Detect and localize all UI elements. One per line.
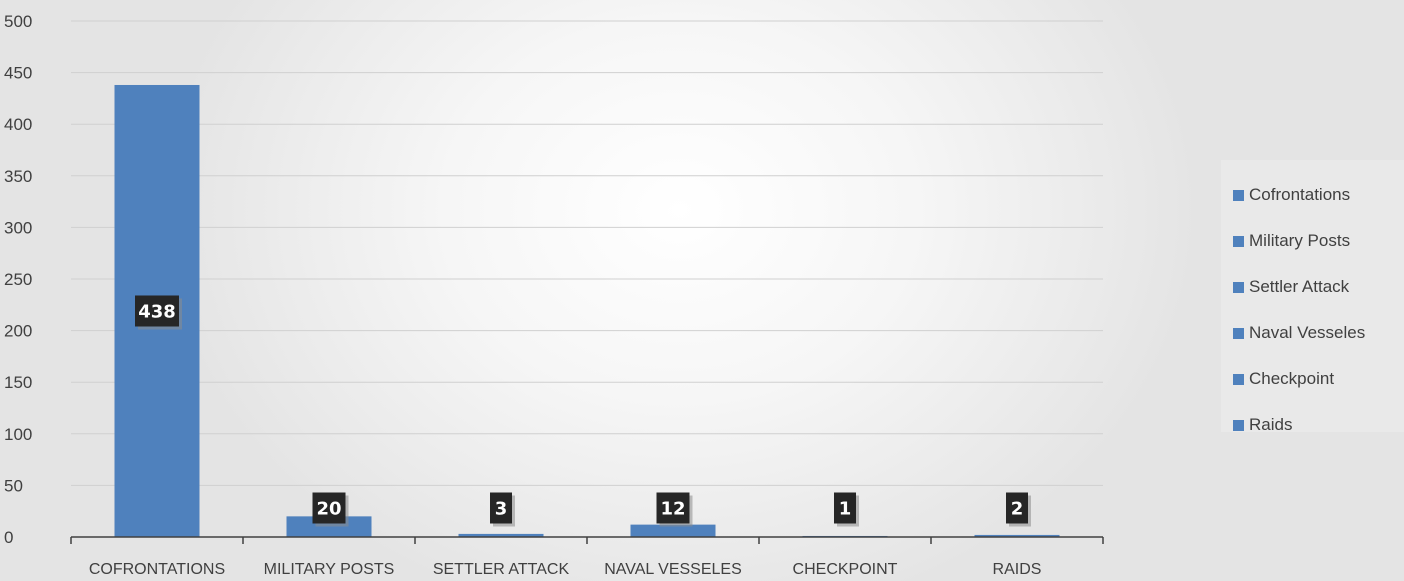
legend-label: Raids: [1249, 415, 1293, 434]
y-tick-label: 250: [4, 270, 32, 289]
data-label-box: [312, 492, 346, 524]
data-label-text: 3: [495, 499, 508, 520]
bar: [974, 534, 1060, 537]
legend-item: Military Posts: [1221, 218, 1404, 264]
legend-item: Naval Vesseles: [1221, 310, 1404, 356]
legend-swatch: [1233, 235, 1244, 247]
y-tick-label: 200: [4, 322, 32, 341]
data-label-box: [656, 492, 690, 524]
x-category-label: RAIDS: [993, 561, 1042, 578]
legend-label: Checkpoint: [1249, 369, 1335, 388]
legend-swatch: [1233, 373, 1244, 385]
data-label: 2: [1006, 492, 1031, 527]
bar: [458, 533, 544, 537]
legend-swatch: [1233, 281, 1244, 293]
y-tick-label: 100: [4, 425, 32, 444]
y-tick-label: 350: [4, 167, 32, 186]
data-label-text: 2: [1011, 499, 1024, 520]
legend-label: Naval Vesseles: [1249, 323, 1366, 342]
y-tick-label: 50: [4, 476, 23, 495]
legend-item: Checkpoint: [1221, 356, 1404, 402]
legend-item: Cofrontations: [1221, 172, 1404, 218]
legend-swatch: [1233, 189, 1244, 201]
data-label-box: [490, 492, 512, 524]
data-label: 3: [490, 492, 515, 527]
bars: [114, 84, 1060, 537]
data-label-box: [834, 492, 856, 524]
legend-label: Settler Attack: [1249, 277, 1350, 296]
data-label: 438: [135, 295, 182, 330]
y-tick-label: 400: [4, 115, 32, 134]
legend-swatch: [1233, 419, 1244, 431]
y-tick-label: 150: [4, 373, 32, 392]
bar: [286, 516, 372, 537]
data-label: 12: [656, 492, 693, 527]
y-tick-label: 0: [4, 528, 13, 547]
y-axis-ticks: 0 50 100 150 200 250 300 350 400 450 500: [4, 12, 32, 547]
legend-swatch: [1233, 327, 1244, 339]
y-tick-label: 300: [4, 218, 32, 237]
data-label-text: 20: [316, 499, 341, 520]
legend-label: Military Posts: [1249, 231, 1351, 250]
data-label-box: [1006, 492, 1028, 524]
y-tick-label: 500: [4, 12, 32, 31]
data-label-text: 12: [660, 499, 685, 520]
x-category-label: COFRONTATIONS: [89, 561, 225, 578]
legend: Cofrontations Military Posts Settler Att…: [1221, 160, 1404, 434]
legend-item: Settler Attack: [1221, 264, 1404, 310]
data-label-text: 438: [138, 301, 176, 322]
x-category-label: SETTLER ATTACK: [433, 561, 570, 578]
x-category-label: MILITARY POSTS: [264, 561, 395, 578]
gridlines: [71, 20, 1103, 486]
x-category-label: NAVAL VESSELES: [604, 561, 742, 578]
legend-label: Cofrontations: [1249, 185, 1351, 204]
data-label-text: 1: [839, 499, 852, 520]
bar: [630, 524, 716, 537]
data-label: 1: [834, 492, 859, 527]
y-tick-label: 450: [4, 64, 32, 83]
data-label: 20: [312, 492, 349, 527]
data-label-box: [135, 295, 179, 327]
x-axis-categories: COFRONTATIONS MILITARY POSTS SETTLER ATTAC…: [89, 561, 1042, 578]
x-axis: [70, 536, 1104, 544]
legend-item: Raids: [1221, 402, 1404, 448]
x-category-label: CHECKPOINT: [793, 561, 898, 578]
